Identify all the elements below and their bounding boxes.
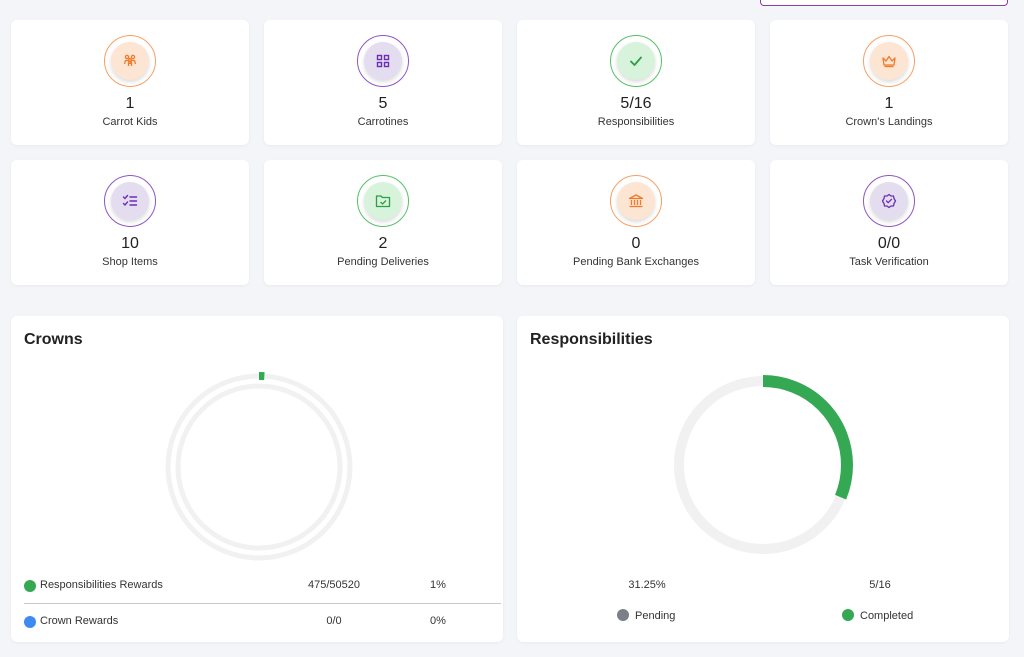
responsibilities-legend-completed[interactable]: Completed [842,609,913,622]
responsibilities-title: Responsibilities [530,331,653,348]
stat-card-shop-items[interactable]: 10 Shop Items [11,160,249,285]
bank-icon [628,194,644,208]
crowns-legend-row-crown-rewards[interactable]: Crown Rewards 0/0 0% [24,613,490,633]
stat-card-task-verification[interactable]: 0/0 Task Verification [770,160,1008,285]
crowns-inner-track [175,383,343,551]
legend-dot-green [24,580,36,592]
stat-card-carrot-kids[interactable]: 1 Carrot Kids [11,20,249,145]
responsibilities-legend-pending[interactable]: Pending [617,609,675,622]
stat-label: Responsibilities [597,116,675,128]
folder-check-icon [375,195,391,208]
legend-percent: 1% [430,579,446,591]
legend-dot-green [842,609,854,621]
stat-value: 1 [884,95,894,112]
stat-label: Task Verification [849,256,929,268]
legend-dot-gray [617,609,629,621]
badge-check-icon [881,193,897,209]
crowns-donut-chart [164,372,354,562]
responsibilities-panel: Responsibilities 31.25% 5/16 Pending Com… [517,316,1009,642]
stat-label: Carrot Kids [102,116,158,128]
children-icon [123,54,137,66]
grid-icon [376,54,390,68]
legend-divider [24,603,501,604]
stat-icon-ring [357,35,409,87]
responsibilities-completed-value: 5/16 [869,579,891,591]
top-outline-control[interactable] [760,0,1008,6]
responsibilities-donut-chart [673,375,853,555]
stat-value: 5/16 [620,95,652,112]
legend-value: 475/50520 [308,579,360,591]
stat-icon-ring [863,35,915,87]
stat-label: Carrotines [357,116,409,128]
crown-icon [882,55,896,68]
checklist-icon [122,194,138,207]
stat-value: 5 [378,95,388,112]
stat-value: 0/0 [877,235,901,252]
crowns-title: Crowns [24,331,83,348]
stat-icon-ring [610,175,662,227]
legend-completed-label: Completed [860,610,914,622]
stat-value: 0 [631,235,641,252]
legend-name: Crown Rewards [40,615,119,627]
responsibilities-completed-arc [673,375,853,555]
stat-icon-ring [104,175,156,227]
stat-value: 1 [125,95,135,112]
stat-card-crowns-landings[interactable]: 1 Crown's Landings [770,20,1008,145]
stat-icon-ring [357,175,409,227]
stat-value: 2 [378,235,388,252]
crowns-outer-track [165,373,353,561]
crowns-arc-responsibilities-rewards [164,372,354,562]
stat-icon-ring [863,175,915,227]
stat-icon-ring [104,35,156,87]
stat-value: 10 [121,235,139,252]
crowns-panel: Crowns Responsibilities Rewards 475/5052… [11,316,503,642]
responsibilities-pending-value: 31.25% [628,579,666,591]
stat-label: Pending Bank Exchanges [573,256,699,268]
stat-card-pending-deliveries[interactable]: 2 Pending Deliveries [264,160,502,285]
stat-label: Crown's Landings [845,116,933,128]
legend-value: 0/0 [326,615,342,627]
stat-icon-ring [610,35,662,87]
check-icon [630,56,642,66]
stat-card-pending-bank-exchanges[interactable]: 0 Pending Bank Exchanges [517,160,755,285]
stat-card-responsibilities[interactable]: 5/16 Responsibilities [517,20,755,145]
legend-name: Responsibilities Rewards [40,579,163,591]
legend-dot-blue [24,616,36,628]
stat-label: Shop Items [102,256,158,268]
crowns-legend-row-responsibilities[interactable]: Responsibilities Rewards 475/50520 1% [24,577,490,597]
legend-percent: 0% [430,615,446,627]
stat-card-carrotines[interactable]: 5 Carrotines [264,20,502,145]
legend-pending-label: Pending [635,610,676,622]
stat-label: Pending Deliveries [337,256,429,268]
